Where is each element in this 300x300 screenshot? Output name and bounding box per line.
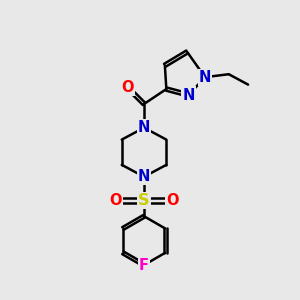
Text: S: S xyxy=(138,193,150,208)
Text: N: N xyxy=(138,120,150,135)
Text: N: N xyxy=(199,70,211,85)
Text: N: N xyxy=(138,169,150,184)
Text: O: O xyxy=(122,80,134,95)
Text: F: F xyxy=(139,257,149,272)
Text: N: N xyxy=(182,88,195,103)
Text: O: O xyxy=(166,193,178,208)
Text: O: O xyxy=(110,193,122,208)
